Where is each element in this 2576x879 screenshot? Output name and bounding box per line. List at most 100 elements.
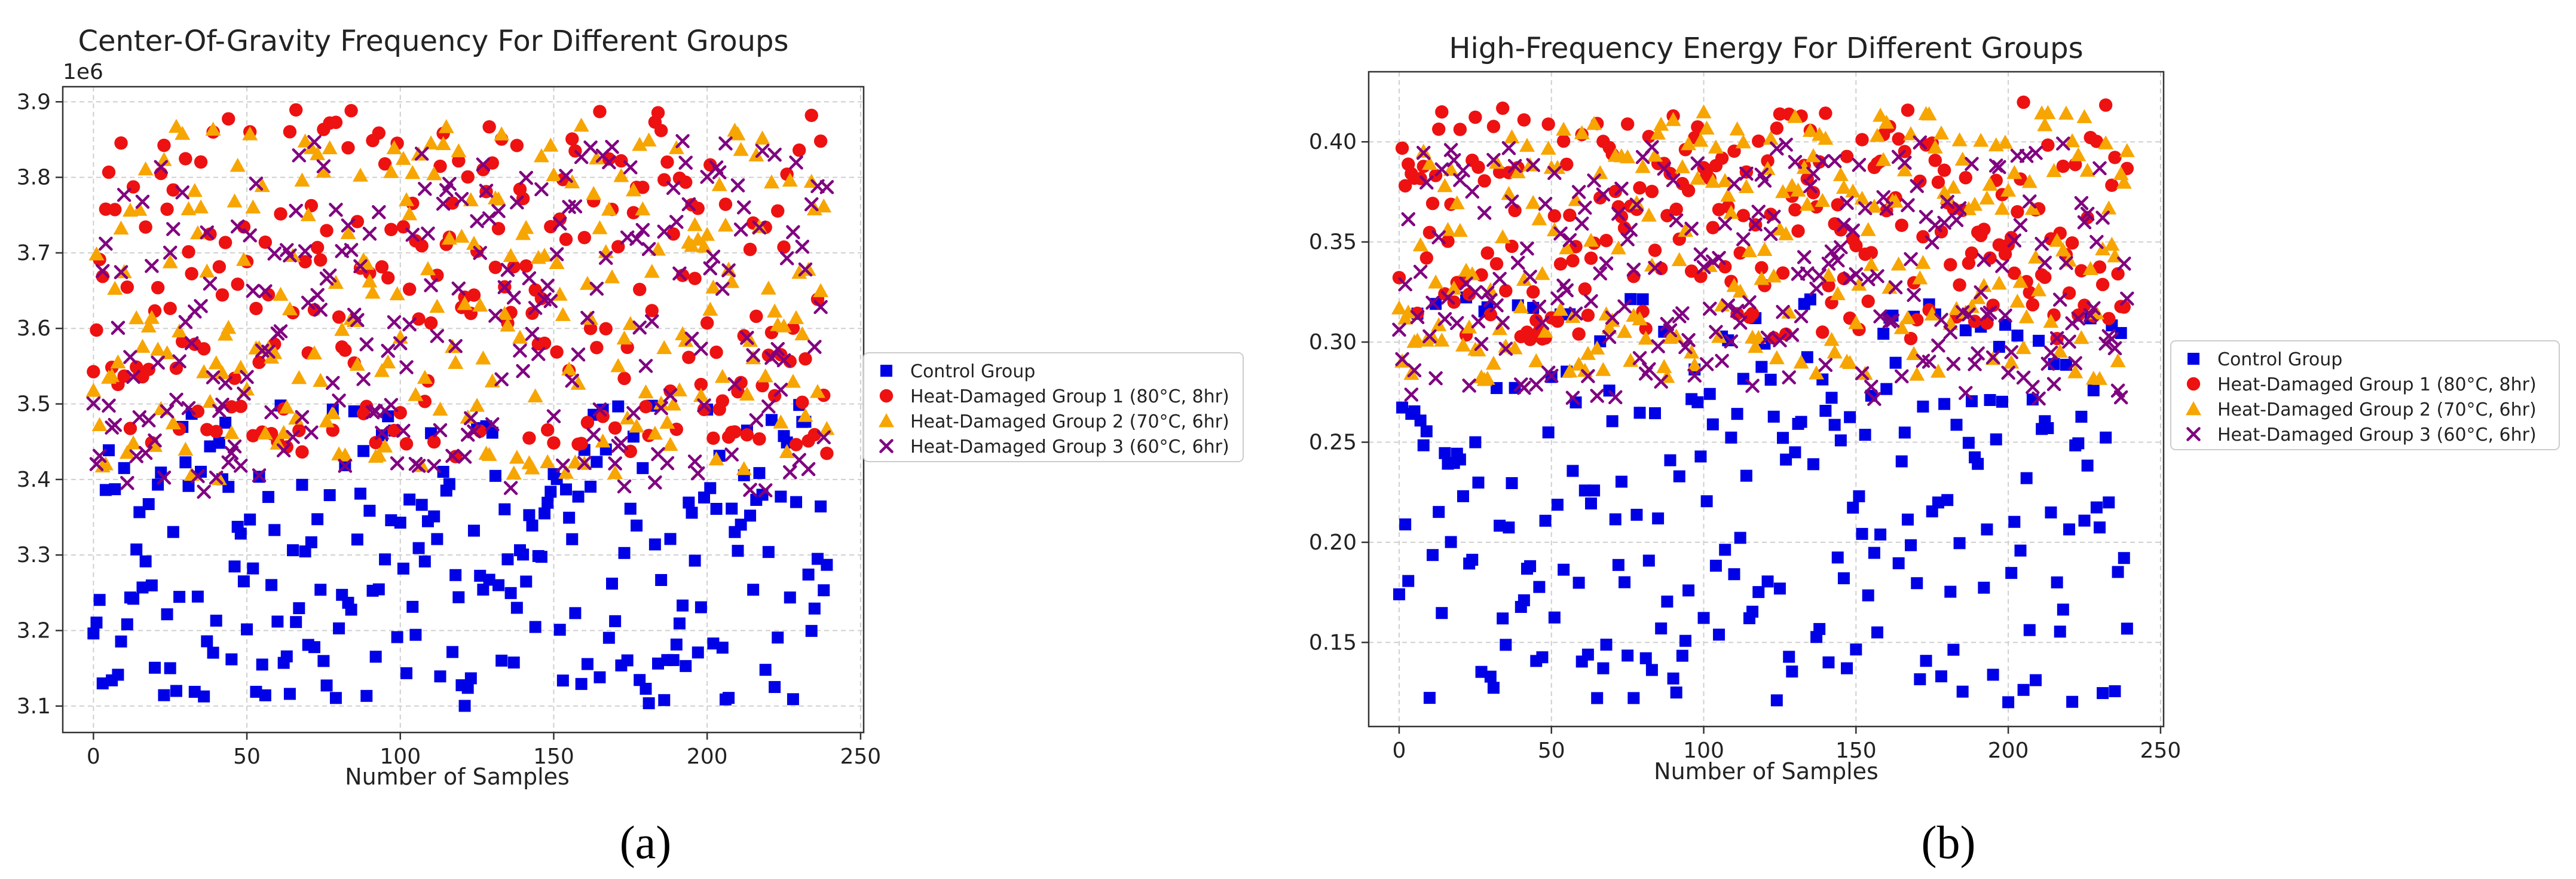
data-point [645,304,659,318]
data-point [306,345,322,360]
data-point [219,416,232,429]
data-point [728,425,742,439]
legend-label: Heat-Damaged Group 1 (80°C, 8hr) [2217,374,2537,395]
data-point [2100,431,2112,444]
data-point [2015,340,2032,355]
data-point [1471,314,1486,329]
data-point [687,217,703,231]
data-point [1783,651,1795,663]
data-point [1951,132,1968,146]
data-point [1509,381,1521,394]
data-point [1861,272,1876,286]
data-point [531,347,546,361]
data-point [549,247,564,261]
data-point [257,425,273,440]
data-point [1978,581,1990,594]
data-point [1990,433,2002,445]
data-point [1979,190,1995,205]
data-point [1864,380,1879,394]
data-point [640,682,652,695]
data-point [704,482,717,495]
data-point [417,370,433,384]
data-point [1991,275,2007,290]
data-point [1606,415,1619,428]
data-point [1667,672,1679,685]
data-point [461,682,474,694]
data-point [1770,141,1784,156]
data-point [1828,419,1841,431]
data-point [137,161,154,176]
data-point [1999,319,2012,331]
data-point [1920,655,1932,667]
data-point [1693,133,1709,147]
data-point [789,155,803,170]
data-point [583,322,598,335]
data-point [1559,283,1574,298]
data-point [1450,316,1464,331]
data-point [1470,342,1486,356]
data-point [1895,455,1908,468]
data-point [1740,469,1752,482]
data-point [1739,166,1754,181]
data-point [1945,179,1962,194]
data-point [740,428,754,442]
data-point [351,533,363,546]
chart-b-title: High-Frequency Energy For Different Grou… [1449,32,2083,65]
data-point [235,252,252,266]
data-point [632,321,647,335]
data-point [1524,560,1537,572]
data-point [1860,222,1876,236]
data-point [808,602,821,615]
chart-b-caption: (b) [1922,816,1976,868]
y-tick-label: 0.35 [1309,230,1357,255]
data-point [1669,202,1683,216]
data-point [215,397,230,412]
data-point [1895,369,1909,384]
data-point [379,553,391,566]
data-point [374,363,390,377]
data-point [1510,255,1525,270]
data-point [2037,117,2053,132]
data-point [1559,240,1575,255]
data-point [1614,181,1629,196]
data-point [1709,560,1722,572]
data-point [712,165,727,180]
data-point [1866,199,1882,213]
data-point [593,105,607,118]
data-point [206,370,221,384]
data-point [577,456,592,471]
data-point [699,227,715,241]
data-point [237,386,251,401]
data-point [427,459,441,474]
data-point [1548,611,1561,624]
data-point [2051,576,2063,588]
data-point [1797,250,1812,264]
data-point [2023,194,2037,209]
data-point [1751,329,1767,344]
data-point [2116,175,2132,189]
data-point [234,459,248,473]
data-point [1892,557,1905,569]
data-point [517,548,530,561]
data-point [659,414,675,429]
data-point [87,627,100,640]
data-point [381,271,395,285]
data-point [1537,323,1553,338]
data-point [559,483,572,496]
data-point [663,388,678,402]
data-point [264,405,279,420]
data-point [265,579,278,591]
data-point [1454,453,1466,466]
data-point [142,498,155,511]
series-heat-damaged-group-2-70-c-6hr [85,117,835,486]
data-point [325,405,341,419]
data-point [1536,651,1549,664]
data-point [2006,164,2023,179]
data-point [1719,544,1731,556]
data-point [2109,685,2121,697]
data-point [148,433,162,448]
data-point [1503,521,1515,534]
data-point [813,134,828,148]
data-point [1980,316,1994,330]
